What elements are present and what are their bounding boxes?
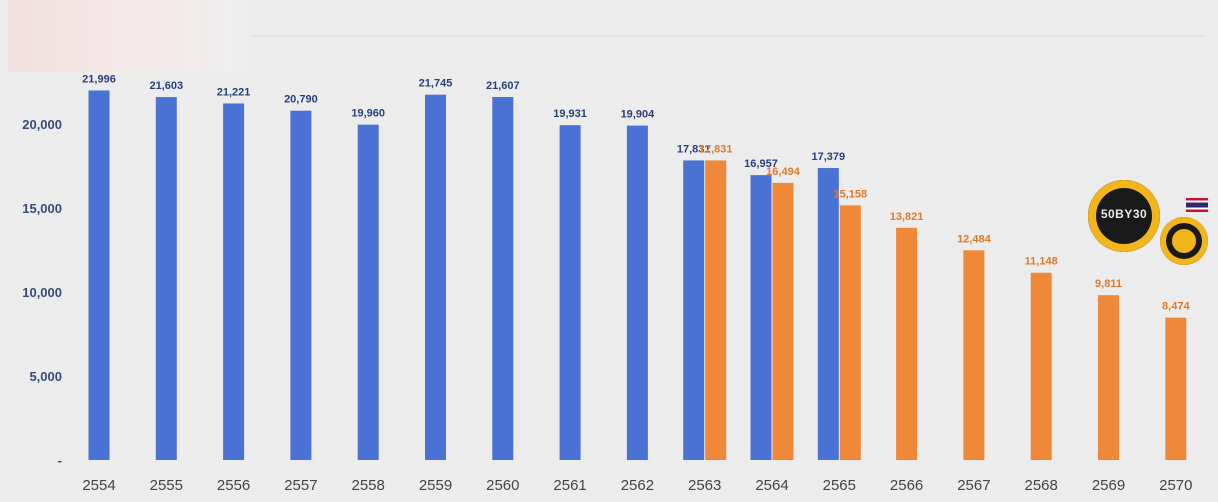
badge-main-text: 50BY30 <box>1100 207 1148 221</box>
bar-blue <box>750 175 772 460</box>
x-tick-label: 2554 <box>82 477 115 494</box>
data-label: 19,931 <box>553 108 587 120</box>
x-tick-label: 2557 <box>284 477 317 494</box>
bar-orange <box>896 227 918 460</box>
50by30-badge-icon: 50BY30 <box>1088 180 1218 275</box>
bar-orange <box>1030 272 1052 460</box>
x-tick-label: 2565 <box>823 477 856 494</box>
badge-main-icon <box>1088 180 1160 252</box>
x-tick-label: 2566 <box>890 477 923 494</box>
bar-orange <box>1165 317 1187 460</box>
bar-blue <box>492 97 514 460</box>
data-label: 13,821 <box>890 211 924 223</box>
bar-blue <box>817 168 839 460</box>
x-tick-label: 2567 <box>957 477 990 494</box>
x-tick-label: 2560 <box>486 477 519 494</box>
bar-orange <box>963 250 985 460</box>
badge-small-inner-icon <box>1172 229 1196 253</box>
x-tick-label: 2561 <box>553 477 586 494</box>
badge-small-icon <box>1160 217 1208 265</box>
x-tick-label: 2562 <box>621 477 654 494</box>
bar-orange <box>772 182 794 460</box>
data-label: 21,745 <box>419 78 453 90</box>
data-label: 9,811 <box>1095 278 1122 290</box>
bar-blue <box>626 125 648 461</box>
data-label: 20,790 <box>284 94 318 106</box>
bar-blue <box>683 160 705 460</box>
bar-blue <box>223 103 245 461</box>
bar-blue <box>357 124 379 460</box>
data-label: 11,148 <box>1025 256 1058 268</box>
bar-blue <box>88 90 110 461</box>
data-label: 16,957 <box>744 158 778 170</box>
y-tick-label: 10,000 <box>22 285 62 300</box>
x-tick-label: 2559 <box>419 477 452 494</box>
data-label: 12,484 <box>957 233 992 245</box>
data-label: 19,904 <box>621 109 656 121</box>
bar-orange <box>839 205 861 460</box>
data-label: 16,494 <box>766 166 801 178</box>
x-tick-label: 2564 <box>755 477 788 494</box>
y-tick-label: 15,000 <box>22 201 62 216</box>
blurred-header-patch <box>8 0 248 72</box>
thai-flag-icon <box>1186 198 1208 212</box>
bar-blue <box>559 125 581 460</box>
y-tick-label: 20,000 <box>22 117 62 132</box>
data-label: 17,831 <box>699 143 733 155</box>
x-tick-label: 2555 <box>150 477 183 494</box>
data-label: 17,379 <box>811 151 845 163</box>
data-label: 15,158 <box>833 188 867 200</box>
data-label: 19,960 <box>351 108 385 120</box>
y-tick-label: 5,000 <box>29 369 62 384</box>
bar-orange <box>705 160 727 460</box>
data-label: 21,221 <box>217 86 251 98</box>
bar-blue <box>155 97 177 460</box>
x-tick-label: 2558 <box>352 477 385 494</box>
bar-blue <box>425 94 446 461</box>
x-tick-label: 2556 <box>217 477 250 494</box>
y-tick-label: - <box>58 453 62 468</box>
x-tick-label: 2570 <box>1159 477 1192 494</box>
data-label: 21,996 <box>82 73 116 85</box>
x-tick-label: 2568 <box>1025 477 1058 494</box>
data-label: 8,474 <box>1162 301 1190 313</box>
bar-orange <box>1098 295 1119 460</box>
data-label: 21,607 <box>486 80 520 92</box>
x-tick-label: 2569 <box>1092 477 1125 494</box>
bar-blue <box>290 110 312 460</box>
data-label: 17,831 <box>677 143 711 155</box>
data-label: 21,603 <box>149 80 183 92</box>
x-tick-label: 2563 <box>688 477 721 494</box>
